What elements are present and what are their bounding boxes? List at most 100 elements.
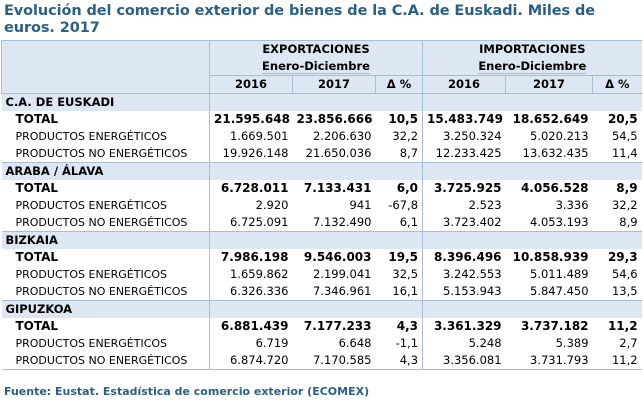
page-title: Evolución del comercio exterior de biene… xyxy=(4,3,595,36)
header-exports-2017: 2017 xyxy=(292,75,376,94)
cell-e2017: 7.177.233 xyxy=(303,319,372,333)
region-header-cell xyxy=(209,162,293,180)
cell-ed: 10,5 xyxy=(388,112,419,126)
region-header-cell xyxy=(292,300,376,318)
cell-ed: 16,1 xyxy=(392,284,419,298)
cell-i2017: 5.847.450 xyxy=(530,284,589,298)
region-header-cell xyxy=(592,231,642,249)
region-header-row: GIPUZKOA xyxy=(1,300,642,318)
table-row: PRODUCTOS ENERGÉTICOS 1.669.501 2.206.630 3… xyxy=(2,128,642,145)
header-exports-2016: 2016 xyxy=(209,75,293,94)
region-name: GIPUZKOA xyxy=(1,300,210,318)
table-row: PRODUCTOS ENERGÉTICOS 6.719 6.648 -1,1 5.248… xyxy=(2,335,642,352)
cell-e2016: 6.728.011 xyxy=(209,180,293,197)
table-row: PRODUCTOS NO ENERGÉTICOS 19.926.148 21.650… xyxy=(2,145,642,163)
cell-e2016: 6.725.091 xyxy=(209,214,293,232)
cell-ed: -1,1 xyxy=(395,336,419,350)
cell-i2016: 3.242.553 xyxy=(422,266,506,283)
row-label: PRODUCTOS ENERGÉTICOS xyxy=(15,199,168,212)
cell-i2016: 5.248 xyxy=(422,335,506,352)
region-header-cell xyxy=(422,93,506,111)
cell-id: 8,9 xyxy=(619,215,638,229)
cell-e2017: 9.546.003 xyxy=(303,250,372,264)
cell-e2016: 2.920 xyxy=(209,197,293,214)
trade-table: EXPORTACIONES IMPORTACIONES Enero-Diciem… xyxy=(1,40,642,370)
row-label: PRODUCTOS ENERGÉTICOS xyxy=(15,130,168,143)
region-header-cell xyxy=(209,93,293,111)
region-header-cell xyxy=(375,162,423,180)
header-corner xyxy=(1,40,210,94)
region-header-cell xyxy=(505,93,593,111)
cell-id: 54,6 xyxy=(611,267,638,281)
cell-ed: 6,0 xyxy=(396,181,419,195)
cell-ed: -67,8 xyxy=(388,198,419,212)
cell-e2017: 7.133.431 xyxy=(303,181,372,195)
region-header-cell xyxy=(592,93,642,111)
table-row: PRODUCTOS NO ENERGÉTICOS 6.725.091 7.132.4… xyxy=(2,214,642,232)
cell-e2017: 2.206.630 xyxy=(312,129,372,143)
cell-e2016: 21.595.648 xyxy=(209,111,293,128)
table-row: PRODUCTOS ENERGÉTICOS 2.920 941 -67,8 2.523 3… xyxy=(2,197,642,214)
table-row: PRODUCTOS NO ENERGÉTICOS 6.326.336 7.346.9… xyxy=(2,283,642,301)
region-header-cell xyxy=(505,300,593,318)
row-label: PRODUCTOS ENERGÉTICOS xyxy=(15,337,168,350)
cell-i2016: 3.250.324 xyxy=(422,128,506,145)
cell-i2017: 5.011.489 xyxy=(530,267,589,281)
header-imports-delta: Δ % xyxy=(592,75,642,94)
cell-e2017: 941 xyxy=(349,198,372,212)
row-label: TOTAL xyxy=(15,319,59,333)
cell-i2017: 3.336 xyxy=(555,198,589,212)
region-header-cell xyxy=(292,162,376,180)
cell-i2017: 3.731.793 xyxy=(505,352,593,370)
header-imports-2017: 2017 xyxy=(505,75,593,94)
cell-e2017: 23.856.666 xyxy=(296,112,373,126)
table-row: TOTAL 6.728.011 7.133.431 6,0 3.725.925 4.056… xyxy=(2,180,642,197)
row-label: PRODUCTOS NO ENERGÉTICOS xyxy=(15,216,188,229)
header-exports-period: Enero-Diciembre xyxy=(208,58,423,76)
cell-e2017: 2.199.041 xyxy=(312,267,372,281)
cell-i2016: 3.725.925 xyxy=(422,180,506,197)
cell-e2016: 7.986.198 xyxy=(209,249,293,266)
cell-e2016: 1.669.501 xyxy=(209,128,293,145)
cell-e2016: 6.326.336 xyxy=(209,283,293,301)
cell-ed: 32,5 xyxy=(392,267,419,281)
header-exports: EXPORTACIONES xyxy=(208,40,423,58)
cell-ed: 8,7 xyxy=(399,146,419,160)
header-imports: IMPORTACIONES xyxy=(422,40,642,58)
cell-id: 32,2 xyxy=(611,198,638,212)
cell-i2017: 5.389 xyxy=(555,336,589,350)
region-header-cell xyxy=(592,300,642,318)
region-header-cell xyxy=(375,300,423,318)
cell-ed: 4,3 xyxy=(375,352,423,370)
header-imports-period: Enero-Diciembre xyxy=(422,58,642,76)
region-header-row: C.A. DE EUSKADI xyxy=(1,93,642,111)
region-name: BIZKAIA xyxy=(1,231,210,249)
table-row: TOTAL 7.986.198 9.546.003 19,5 8.396.496 10.8… xyxy=(2,249,642,266)
region-header-cell xyxy=(505,231,593,249)
cell-e2016: 6.881.439 xyxy=(209,318,293,335)
cell-id: 54,5 xyxy=(611,129,638,143)
cell-id: 29,3 xyxy=(607,250,638,264)
header-row-years: 2016 2017 Δ % 2016 2017 Δ % xyxy=(2,75,642,94)
cell-i2016: 3.361.329 xyxy=(422,318,506,335)
cell-id: 2,7 xyxy=(619,336,638,350)
cell-i2017: 3.737.182 xyxy=(520,319,589,333)
region-header-cell xyxy=(505,162,593,180)
cell-e2017: 7.346.961 xyxy=(312,284,372,298)
region-header-row: ARABA / ÁLAVA xyxy=(1,162,642,180)
cell-id: 13,5 xyxy=(611,284,638,298)
region-header-row: BIZKAIA xyxy=(1,231,642,249)
row-label: PRODUCTOS NO ENERGÉTICOS xyxy=(15,147,188,160)
cell-e2016: 6.719 xyxy=(209,335,293,352)
region-header-cell xyxy=(375,231,423,249)
cell-i2017: 4.053.193 xyxy=(530,215,589,229)
cell-i2016: 3.723.402 xyxy=(422,214,506,232)
row-label: PRODUCTOS NO ENERGÉTICOS xyxy=(15,285,188,298)
cell-i2017: 4.056.528 xyxy=(520,181,589,195)
table-row: PRODUCTOS NO ENERGÉTICOS 6.874.720 7.170.5… xyxy=(1,352,642,370)
region-header-cell xyxy=(422,300,506,318)
cell-e2016: 6.874.720 xyxy=(209,352,293,370)
cell-i2016: 8.396.496 xyxy=(422,249,506,266)
row-label: PRODUCTOS ENERGÉTICOS xyxy=(15,268,168,281)
cell-i2017: 10.858.939 xyxy=(512,250,589,264)
